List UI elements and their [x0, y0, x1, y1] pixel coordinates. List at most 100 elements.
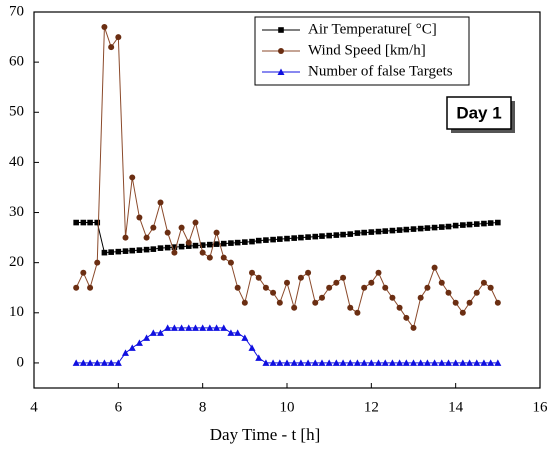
marker — [86, 359, 94, 366]
marker — [410, 324, 417, 331]
marker — [347, 231, 354, 237]
marker — [298, 234, 304, 241]
marker — [129, 174, 136, 181]
marker — [276, 299, 283, 306]
marker — [80, 219, 87, 226]
marker — [346, 359, 354, 366]
marker — [297, 274, 304, 281]
marker — [269, 359, 277, 366]
marker — [79, 359, 87, 366]
marker — [178, 243, 185, 250]
x-tick-label: 14 — [448, 399, 464, 415]
marker — [402, 359, 410, 366]
marker — [319, 233, 325, 239]
marker — [473, 221, 480, 227]
marker — [438, 359, 446, 366]
marker — [185, 243, 192, 249]
marker — [487, 284, 494, 291]
marker — [171, 244, 178, 250]
marker — [312, 299, 319, 306]
y-tick-label: 20 — [9, 254, 24, 270]
marker — [115, 248, 122, 255]
marker — [73, 284, 80, 291]
x-tick-label: 6 — [115, 399, 123, 415]
marker — [311, 359, 319, 366]
marker — [185, 239, 192, 246]
marker — [297, 359, 305, 366]
marker — [305, 234, 311, 240]
y-tick-label: 60 — [9, 54, 24, 70]
marker — [360, 359, 368, 366]
marker — [403, 226, 410, 233]
marker — [228, 240, 234, 246]
marker — [396, 304, 403, 311]
marker — [262, 284, 269, 291]
marker — [150, 224, 157, 231]
x-tick-label: 4 — [30, 399, 38, 415]
marker — [481, 220, 487, 227]
x-tick-label: 12 — [364, 399, 379, 415]
marker — [452, 359, 460, 366]
marker — [368, 279, 375, 286]
marker — [136, 214, 143, 221]
marker — [382, 284, 389, 291]
marker — [431, 359, 439, 366]
marker — [94, 259, 101, 266]
marker — [108, 44, 115, 51]
marker — [277, 236, 283, 242]
y-tick-label: 40 — [9, 154, 24, 170]
marker — [389, 227, 396, 234]
marker — [192, 242, 199, 249]
marker — [255, 354, 263, 361]
marker — [283, 359, 291, 366]
marker — [276, 359, 284, 366]
marker — [220, 254, 227, 261]
marker — [375, 359, 383, 366]
marker — [270, 236, 276, 243]
marker — [242, 239, 248, 245]
marker — [333, 279, 340, 286]
marker — [466, 299, 473, 306]
marker — [438, 279, 445, 286]
marker — [389, 294, 396, 301]
marker — [368, 229, 375, 235]
marker — [473, 289, 480, 296]
x-tick-label: 16 — [533, 399, 549, 415]
marker — [150, 246, 157, 252]
marker — [220, 240, 227, 247]
marker — [164, 229, 171, 236]
marker — [178, 324, 186, 331]
marker — [396, 227, 403, 233]
marker — [318, 294, 325, 301]
marker — [277, 68, 285, 75]
marker — [424, 225, 431, 231]
marker — [135, 339, 143, 346]
marker — [241, 299, 248, 306]
marker — [284, 279, 290, 286]
marker — [417, 225, 424, 232]
marker — [136, 247, 143, 253]
marker — [291, 304, 298, 311]
marker — [101, 24, 108, 31]
marker — [248, 344, 256, 351]
marker — [354, 230, 361, 236]
marker — [170, 324, 178, 331]
marker — [249, 238, 255, 245]
marker — [227, 329, 235, 336]
marker — [157, 199, 164, 206]
marker — [122, 248, 129, 254]
x-axis-label: Day Time - t [h] — [210, 425, 321, 444]
marker — [143, 246, 150, 253]
marker — [87, 284, 94, 291]
marker — [164, 324, 172, 331]
marker — [143, 334, 151, 341]
marker — [354, 309, 361, 316]
marker — [347, 304, 354, 311]
marker — [199, 324, 207, 331]
marker — [494, 299, 501, 306]
marker — [353, 359, 361, 366]
marker — [114, 359, 122, 366]
marker — [122, 234, 129, 241]
marker — [410, 226, 417, 232]
marker — [332, 359, 340, 366]
